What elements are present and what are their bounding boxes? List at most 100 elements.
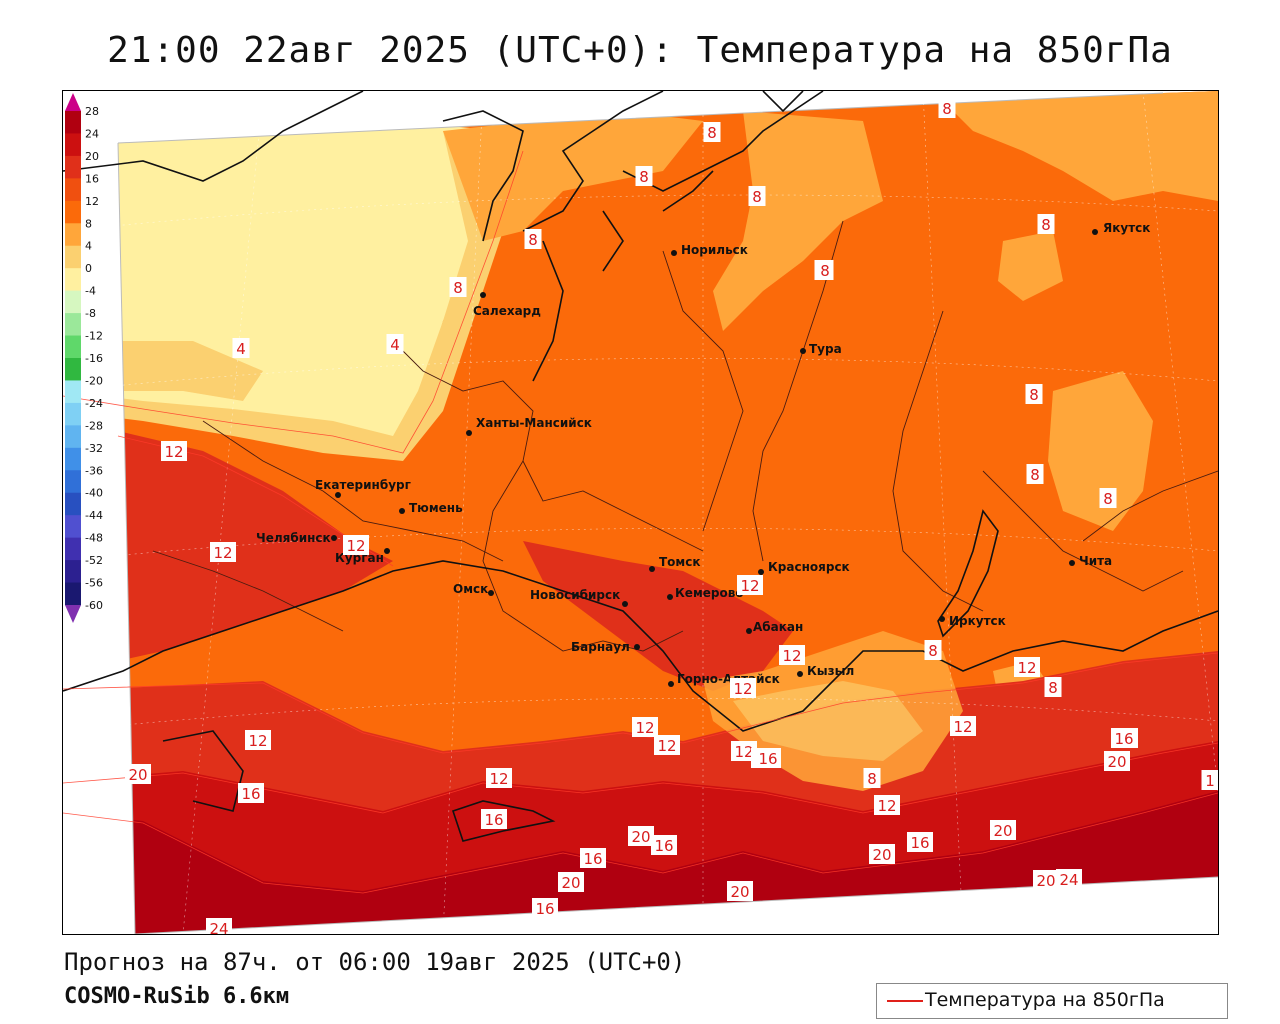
colorbar-swatch xyxy=(65,223,81,247)
colorbar-tick-label: -40 xyxy=(85,487,103,500)
isoline-label: 16 xyxy=(580,848,606,868)
svg-text:8: 8 xyxy=(1041,216,1051,234)
city-chita[interactable]: Чита xyxy=(1069,554,1112,568)
city-kyzyl[interactable]: Кызыл xyxy=(797,664,854,678)
svg-text:16: 16 xyxy=(535,900,554,918)
isoline-label: 8 xyxy=(816,260,834,280)
city-yekaterinburg[interactable]: Екатеринбург xyxy=(315,478,411,498)
isoline-label: 8 xyxy=(524,229,542,249)
svg-text:20: 20 xyxy=(872,846,891,864)
svg-text:8: 8 xyxy=(928,642,938,660)
svg-text:16: 16 xyxy=(758,750,777,768)
svg-text:12: 12 xyxy=(733,680,752,698)
city-barnaul[interactable]: Барнаул xyxy=(571,640,640,654)
isoline-label: 8 xyxy=(635,166,653,186)
isoline-label: 8 xyxy=(1026,464,1044,484)
colorbar-swatch xyxy=(65,537,81,561)
svg-text:12: 12 xyxy=(657,737,676,755)
svg-text:20: 20 xyxy=(1107,753,1126,771)
svg-text:Якутск: Якутск xyxy=(1103,221,1150,235)
colorbar-swatch xyxy=(65,111,81,134)
city-yakutsk[interactable]: Якутск xyxy=(1092,221,1150,235)
isoline-label: 16 xyxy=(532,898,558,918)
svg-text:8: 8 xyxy=(867,770,877,788)
isoline-label: 20 xyxy=(1104,751,1130,771)
svg-text:8: 8 xyxy=(707,124,717,142)
isoline-labels: 8888888888884412121212121212121212121212… xyxy=(125,98,1218,934)
svg-text:12: 12 xyxy=(877,797,896,815)
isoline-label: 12 xyxy=(874,795,900,815)
colorbar-tick-label: 24 xyxy=(85,127,99,140)
svg-text:Абакан: Абакан xyxy=(753,620,803,634)
isoline-label: 8 xyxy=(1044,677,1062,697)
isoline-label: 8 xyxy=(863,768,881,788)
svg-text:Тюмень: Тюмень xyxy=(409,501,463,515)
city-norilsk[interactable]: Норильск xyxy=(671,243,748,257)
colorbar-swatch xyxy=(65,515,81,539)
city-chelyabinsk[interactable]: Челябинск xyxy=(256,531,337,545)
city-omsk[interactable]: Омск xyxy=(453,582,494,596)
svg-text:Чита: Чита xyxy=(1079,554,1112,568)
isoline-label: 16 xyxy=(238,783,264,803)
svg-text:16: 16 xyxy=(910,834,929,852)
colorbar-swatch xyxy=(65,133,81,157)
colorbar-tick-label: -60 xyxy=(85,599,103,612)
colorbar-swatch xyxy=(65,402,81,426)
svg-text:12: 12 xyxy=(734,743,753,761)
svg-text:Екатеринбург: Екатеринбург xyxy=(315,478,411,492)
colorbar-tick-label: -28 xyxy=(85,419,103,432)
city-irkutsk[interactable]: Иркутск xyxy=(939,614,1006,628)
colorbar-swatch xyxy=(65,178,81,202)
isoline-label: 8 xyxy=(924,640,942,660)
isoline-label: 16 xyxy=(755,748,781,768)
isoline-label: 20 xyxy=(1033,870,1059,890)
colorbar-tick-label: -32 xyxy=(85,442,103,455)
city-tomsk[interactable]: Томск xyxy=(649,555,701,572)
map-canvas[interactable]: Якутск Норильск Салехард Тура Ханты-Манс… xyxy=(62,90,1219,935)
city-gorno-altaysk[interactable]: Горно-Алтайск xyxy=(668,672,780,687)
city-khanty-mansiysk[interactable]: Ханты-Мансийск xyxy=(466,416,592,436)
region-borders xyxy=(152,220,1218,652)
svg-text:12: 12 xyxy=(164,443,183,461)
isoline-label: 16 xyxy=(907,832,933,852)
colorbar-swatch xyxy=(65,200,81,224)
city-kemerovo[interactable]: Кемерово xyxy=(667,586,744,600)
colorbar-tick-label: 16 xyxy=(85,172,99,185)
colorbar-tick-label: 0 xyxy=(85,262,92,275)
city-krasnoyarsk[interactable]: Красноярск xyxy=(758,560,850,575)
svg-text:20: 20 xyxy=(730,883,749,901)
isoline-label: 1 xyxy=(1201,770,1218,790)
isoline-label: 12 xyxy=(632,717,658,737)
colorbar-swatch xyxy=(65,358,81,381)
isoline-label: 8 xyxy=(1099,488,1117,508)
colorbar-swatch xyxy=(65,268,81,292)
svg-text:8: 8 xyxy=(1030,466,1040,484)
svg-text:8: 8 xyxy=(528,231,538,249)
svg-text:12: 12 xyxy=(782,647,801,665)
isoline-label: 12 xyxy=(779,645,805,665)
city-salekhard[interactable]: Салехард xyxy=(473,292,541,318)
svg-text:16: 16 xyxy=(241,785,260,803)
svg-text:Горно-Алтайск: Горно-Алтайск xyxy=(677,672,780,686)
svg-text:20: 20 xyxy=(631,828,650,846)
city-tura[interactable]: Тура xyxy=(800,342,842,356)
svg-text:8: 8 xyxy=(942,100,952,118)
city-abakan[interactable]: Абакан xyxy=(746,620,803,634)
isoline-label: 20 xyxy=(558,872,584,892)
colorbar-swatch xyxy=(65,447,81,471)
city-tyumen[interactable]: Тюмень xyxy=(399,501,463,515)
svg-text:Красноярск: Красноярск xyxy=(768,560,850,574)
svg-text:12: 12 xyxy=(248,732,267,750)
city-novosibirsk[interactable]: Новосибирск xyxy=(530,588,628,607)
isoline-label: 12 xyxy=(343,535,369,555)
svg-text:20: 20 xyxy=(128,766,147,784)
isoline-label: 20 xyxy=(628,826,654,846)
isoline-label: 4 xyxy=(232,338,250,358)
svg-text:20: 20 xyxy=(993,822,1012,840)
colorbar-tick-label: 4 xyxy=(85,240,92,253)
svg-text:8: 8 xyxy=(639,168,649,186)
isoline-label: 12 xyxy=(731,741,757,761)
svg-text:4: 4 xyxy=(390,336,400,354)
colorbar-swatch xyxy=(65,492,81,516)
svg-text:Тура: Тура xyxy=(809,342,842,356)
